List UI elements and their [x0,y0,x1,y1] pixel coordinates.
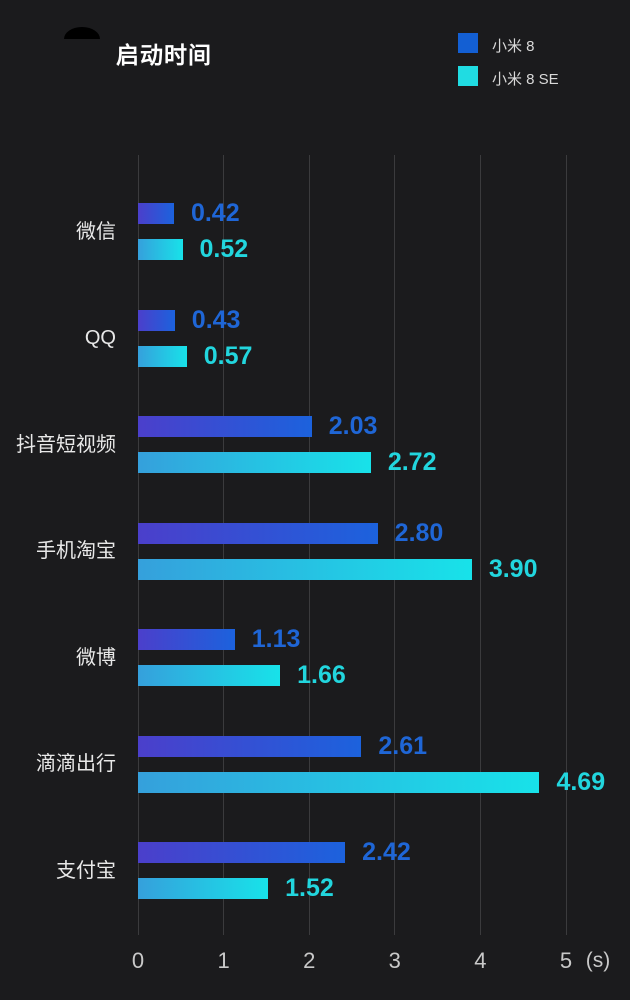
bar-小米 8-QQ [138,309,175,331]
bar-value-label: 0.52 [199,235,249,263]
bar-value-label: 2.80 [394,518,444,547]
legend-label: 小米 8 SE [492,71,559,88]
gridline-4 [479,155,481,935]
category-label-抖音短视频: 抖音短视频 [16,433,116,456]
x-tick-label-0: 0 [131,948,145,973]
bar-小米 8-手机淘宝 [138,522,378,544]
gridline-1 [223,155,225,935]
legend-label: 小米 8 [492,38,535,55]
bar-小米 8-支付宝 [138,842,346,863]
bar-小米 8 SE-支付宝 [138,878,269,899]
logo-arc [64,27,100,39]
bar-小米 8 SE-QQ [138,345,187,367]
plot-area: 0.42 0.52 0.43 0.57 2.03 2.72 2.80 3.90 1.13 1.66… [137,155,605,935]
category-label-滴滴出行: 滴滴出行 [36,753,116,775]
bar-小米 8 SE-滴滴出行 [138,771,540,793]
chart-title: 启动时间 [116,42,212,68]
bar-value-label: 1.13 [251,625,301,653]
x-tick-label-1: 1 [217,948,230,973]
x-tick-label-2: 2 [303,948,316,973]
bar-小米 8-滴滴出行 [138,735,362,757]
category-label-手机淘宝: 手机淘宝 [36,540,116,562]
bar-value-label: 1.52 [285,874,334,902]
bar-value-label: 0.42 [190,199,240,227]
bar-value-label: 0.43 [191,305,241,334]
bar-小米 8-微博 [138,629,235,650]
bar-value-label: 1.66 [297,661,346,689]
x-tick-label-4: 4 [474,948,487,973]
x-tick-label-3: 3 [388,948,401,973]
category-label-QQ: QQ [84,327,116,349]
bar-value-label: 0.57 [203,341,253,370]
category-label-支付宝: 支付宝 [56,859,116,882]
bar-小米 8-微信 [138,203,174,224]
bar-value-label: 3.90 [488,554,538,583]
bar-小米 8 SE-微信 [138,239,183,260]
bar-value-label: 2.42 [362,838,411,866]
category-label-微博: 微博 [76,646,116,669]
bar-小米 8 SE-手机淘宝 [138,558,472,580]
gridline-5 [565,155,567,935]
gridline-3 [394,155,396,935]
bar-value-label: 2.61 [378,731,428,760]
gridline-2 [308,155,310,935]
legend-swatch-icon [458,33,478,53]
bar-小米 8 SE-抖音短视频 [138,452,371,473]
bar-value-label: 2.03 [328,412,378,440]
bar-小米 8 SE-微博 [138,665,281,686]
bar-小米 8-抖音短视频 [138,416,312,437]
x-axis: 0 1 2 3 4 5 (s) [0,948,630,978]
gridline-0 [137,155,139,935]
category-label-微信: 微信 [76,220,116,243]
bar-value-label: 2.72 [387,448,437,476]
x-axis-unit-label: (s) [585,949,611,972]
category-labels: 微信 QQ 抖音短视频手机淘宝微博滴滴出行支付宝 [0,0,118,1000]
x-tick-label-5: 5 [559,948,573,973]
bar-value-label: 4.69 [556,767,606,796]
legend-swatch-icon [458,66,478,86]
